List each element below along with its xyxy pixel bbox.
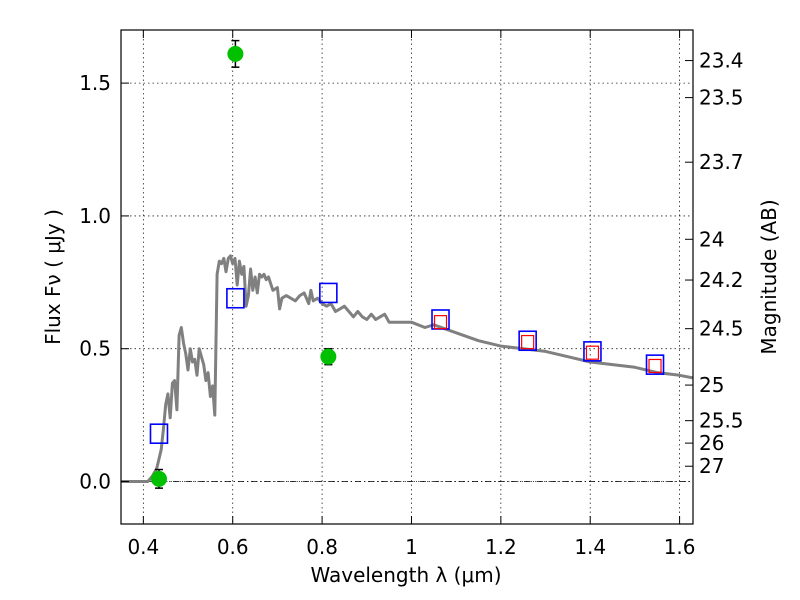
x-tick-label: 1 — [405, 535, 418, 559]
alt-photometry-marker — [585, 345, 600, 360]
magnitude-tick-label: 23.4 — [699, 49, 744, 73]
y-tick-label: 0.0 — [79, 470, 111, 494]
alt-photometry-marker — [433, 315, 448, 330]
observed-photometry-series — [150, 39, 337, 489]
model-photometry-marker — [149, 423, 169, 444]
x-tick-label: 0.4 — [127, 535, 159, 559]
model-photometry-marker — [319, 282, 338, 304]
y-tick-label: 1.0 — [79, 204, 111, 228]
magnitude-tick-label: 23.7 — [699, 150, 744, 174]
alt-photometry-marker — [648, 358, 662, 374]
magnitude-tick-label: 25.5 — [699, 409, 744, 433]
model-photometry-marker — [226, 287, 245, 309]
magnitude-tick-label: 23.5 — [699, 86, 744, 110]
model-photometry-marker — [583, 341, 602, 362]
observed-photometry-point — [227, 45, 244, 62]
model-photometry-series — [149, 282, 665, 444]
y-tick-label: 0.5 — [79, 337, 111, 361]
alt-photometry-series — [433, 315, 662, 374]
model-photometry-marker — [645, 354, 665, 375]
observed-photometry-point — [320, 348, 337, 365]
magnitude-axis-label: Magnitude (AB) — [757, 199, 781, 354]
template-spectrum-line — [121, 254, 693, 483]
x-tick-label: 1.2 — [485, 535, 517, 559]
plot-frame — [120, 29, 694, 525]
observed-photometry-point — [150, 470, 167, 487]
magnitude-tick-label: 25 — [699, 373, 724, 397]
magnitude-tick-label: 24 — [699, 227, 724, 251]
alt-photometry-marker — [521, 334, 535, 350]
y-axis-ticks: 0.0 0.5 1.0 1.5 — [79, 71, 129, 494]
y-axis-label: Flux Fν ( μJy ) — [41, 209, 65, 345]
x-tick-label: 1.6 — [664, 535, 696, 559]
x-tick-label: 1.4 — [574, 535, 606, 559]
magnitude-tick-label: 24.5 — [699, 317, 744, 341]
magnitude-tick-label: 26 — [699, 431, 724, 455]
x-axis-label: Wavelength λ (μm) — [310, 563, 501, 587]
x-tick-label: 0.8 — [306, 535, 338, 559]
model-photometry-marker — [518, 330, 537, 352]
x-tick-label: 0.6 — [217, 535, 249, 559]
magnitude-tick-label: 27 — [699, 454, 724, 478]
magnitude-tick-label: 24.2 — [699, 268, 744, 292]
y-tick-label: 1.5 — [79, 71, 111, 95]
x-axis-ticks: 0.4 0.6 0.8 1 1.2 1.4 1.6 — [127, 30, 696, 559]
